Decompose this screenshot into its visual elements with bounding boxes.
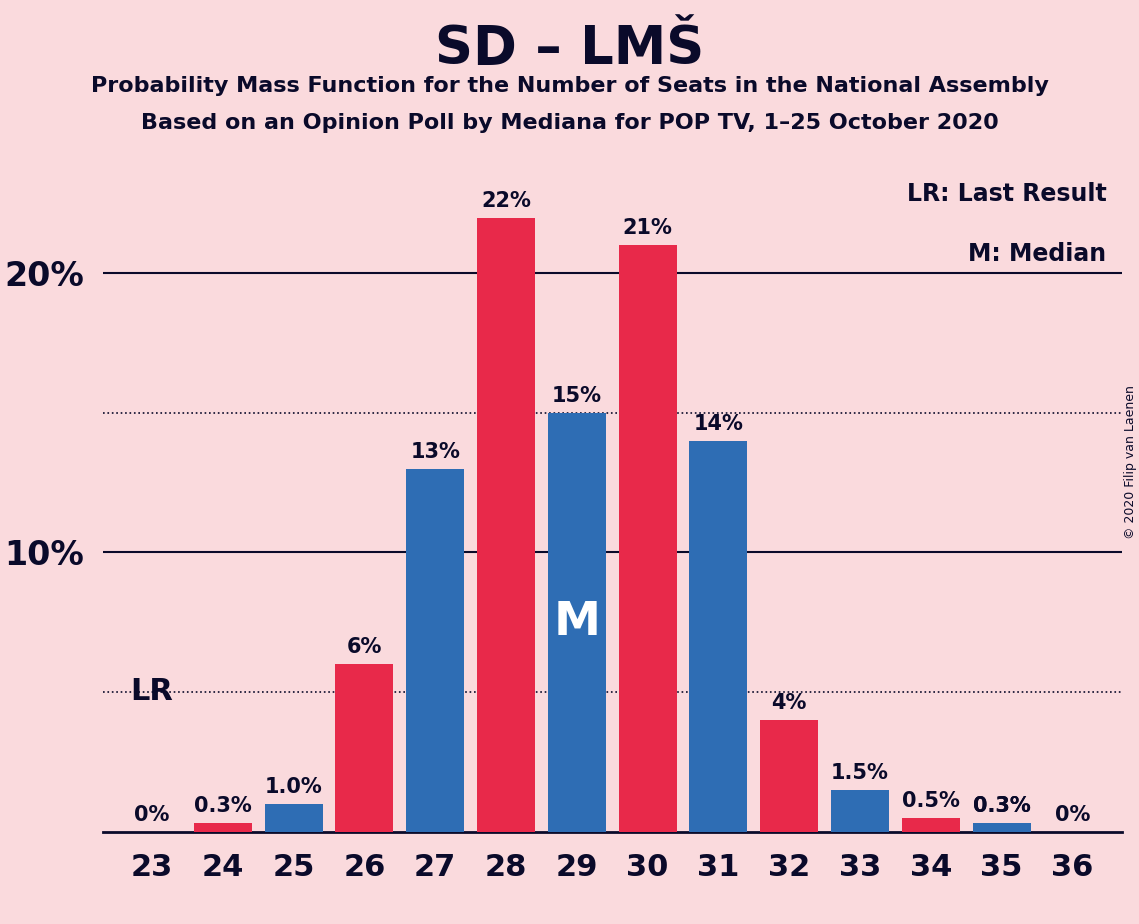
Text: 1.5%: 1.5% xyxy=(831,762,888,783)
Bar xyxy=(618,246,677,832)
Text: SD – LMŠ: SD – LMŠ xyxy=(435,23,704,75)
Bar xyxy=(902,818,960,832)
Bar xyxy=(760,720,818,832)
Text: 22%: 22% xyxy=(481,190,531,211)
Text: 13%: 13% xyxy=(410,442,460,462)
Text: 0%: 0% xyxy=(1055,805,1090,824)
Text: M: Median: M: Median xyxy=(968,242,1107,266)
Bar xyxy=(973,823,1031,832)
Bar xyxy=(477,217,535,832)
Text: 0.5%: 0.5% xyxy=(902,791,960,810)
Text: 4%: 4% xyxy=(771,693,806,713)
Bar xyxy=(689,441,747,832)
Text: 21%: 21% xyxy=(623,218,672,238)
Text: 0.3%: 0.3% xyxy=(973,796,1031,816)
Bar xyxy=(973,823,1031,832)
Bar xyxy=(407,468,465,832)
Text: Based on an Opinion Poll by Mediana for POP TV, 1–25 October 2020: Based on an Opinion Poll by Mediana for … xyxy=(140,113,999,133)
Text: 0.3%: 0.3% xyxy=(973,796,1031,816)
Text: 6%: 6% xyxy=(346,638,382,657)
Text: © 2020 Filip van Laenen: © 2020 Filip van Laenen xyxy=(1124,385,1137,539)
Text: LR: Last Result: LR: Last Result xyxy=(907,182,1107,206)
Text: Probability Mass Function for the Number of Seats in the National Assembly: Probability Mass Function for the Number… xyxy=(91,76,1048,96)
Bar xyxy=(194,823,252,832)
Bar xyxy=(264,804,322,832)
Bar xyxy=(548,413,606,832)
Text: 15%: 15% xyxy=(551,386,601,406)
Text: 0.3%: 0.3% xyxy=(194,796,252,816)
Text: LR: LR xyxy=(131,677,173,706)
Text: 1.0%: 1.0% xyxy=(264,777,322,796)
Bar xyxy=(831,790,890,832)
Text: 0%: 0% xyxy=(134,805,170,824)
Bar xyxy=(335,664,393,832)
Text: 14%: 14% xyxy=(694,414,744,434)
Text: M: M xyxy=(554,600,600,645)
